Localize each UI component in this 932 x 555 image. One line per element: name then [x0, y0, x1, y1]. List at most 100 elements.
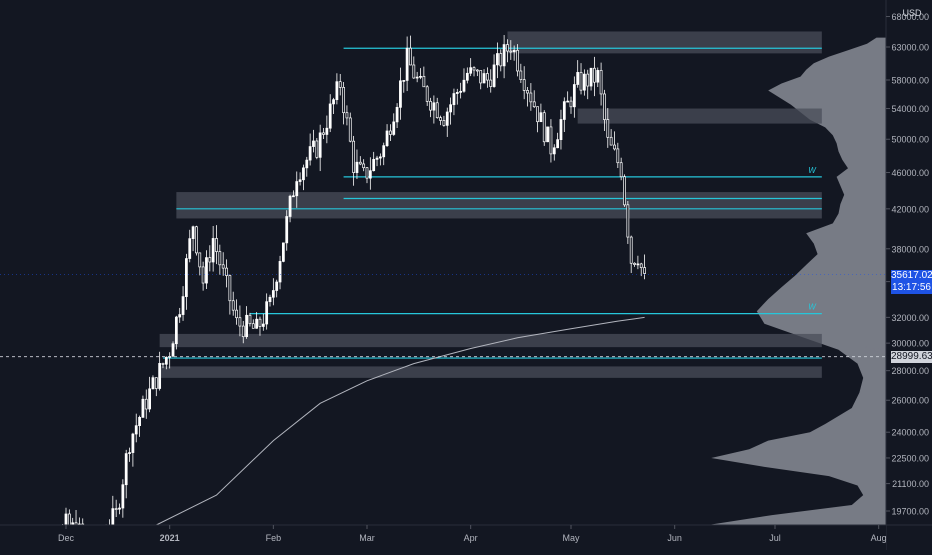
candle-body — [318, 132, 322, 158]
candle — [439, 115, 442, 126]
candle — [345, 105, 349, 126]
candle — [228, 274, 232, 315]
candle-body — [225, 267, 228, 276]
candle — [285, 210, 289, 251]
candle-body — [479, 70, 483, 84]
candle-body — [613, 144, 616, 150]
candle-body — [362, 163, 366, 169]
candle-body — [569, 100, 573, 108]
time-axis-bg — [0, 525, 886, 550]
candle-body — [399, 80, 402, 108]
candle-body — [218, 251, 222, 266]
candle — [486, 67, 489, 88]
candle-body — [499, 53, 503, 67]
candle-body — [419, 75, 422, 78]
candle — [576, 60, 580, 88]
candle-body — [596, 70, 600, 83]
candle-body — [412, 64, 416, 79]
candle — [278, 255, 282, 290]
candle-body — [619, 162, 623, 178]
candle — [161, 362, 165, 369]
candle-body — [131, 433, 135, 453]
candle — [215, 225, 218, 265]
candle-body — [425, 86, 429, 102]
candle — [539, 103, 543, 123]
open-price-badge[interactable]: 28999.63 — [891, 351, 932, 363]
candle-body — [285, 216, 289, 244]
candle — [389, 124, 392, 141]
candle — [265, 293, 269, 330]
candle — [342, 82, 345, 125]
candle — [409, 35, 412, 66]
candles — [27, 35, 646, 555]
candle — [509, 40, 513, 60]
candle — [502, 35, 506, 79]
candle-body — [629, 236, 633, 264]
candle-body — [462, 79, 466, 92]
candle — [251, 319, 255, 329]
candle — [141, 395, 145, 418]
candle — [472, 66, 476, 77]
candle — [124, 449, 128, 499]
candle — [335, 73, 339, 105]
candle — [445, 107, 449, 137]
candle — [372, 151, 376, 172]
candle — [362, 159, 366, 172]
price-tick-label: 58000.00 — [891, 76, 929, 86]
moving-average — [156, 316, 645, 526]
candle — [599, 62, 603, 106]
candle-body — [352, 140, 356, 173]
price-tick-label: 42000.00 — [891, 204, 929, 214]
candle-body — [148, 388, 151, 410]
candle — [358, 156, 362, 166]
time-tick-label: Jun — [667, 533, 682, 543]
candle-body — [529, 92, 533, 103]
candle-body — [445, 111, 449, 126]
candle-body — [576, 72, 580, 85]
candle — [489, 69, 493, 93]
candle — [536, 106, 539, 133]
candle-body — [375, 157, 379, 160]
candle-body — [409, 47, 412, 66]
time-axis[interactable]: Dec 2021 Feb Mar Apr May Jun Jul Aug — [0, 524, 932, 550]
candle-body — [623, 176, 626, 206]
candle-body — [335, 81, 339, 101]
price-tick-label: 24000.00 — [891, 428, 929, 438]
candle-body — [372, 159, 376, 172]
candle — [295, 171, 299, 208]
candle-body — [633, 262, 636, 265]
candle-body — [281, 242, 285, 262]
candle-body — [599, 70, 603, 95]
candle-body — [546, 126, 549, 143]
candle — [603, 89, 606, 132]
candle — [348, 112, 352, 143]
candle — [268, 294, 272, 307]
candle — [134, 413, 138, 443]
candle — [435, 97, 439, 119]
ma-line — [156, 316, 645, 526]
candle-body — [616, 148, 620, 164]
price-tick-label: 63000.00 — [891, 43, 929, 53]
candle — [318, 124, 322, 172]
candle-body — [455, 92, 459, 94]
volume-profile — [705, 37, 886, 526]
candle-body — [506, 44, 509, 52]
price-tick-label: 28000.00 — [891, 366, 929, 376]
price-tick-label: 68000.00 — [891, 12, 929, 22]
candle-body — [492, 64, 496, 87]
candle — [579, 63, 583, 95]
candle-body — [586, 73, 590, 87]
price-tick-label: 54000.00 — [891, 104, 929, 114]
candle-body — [496, 53, 499, 66]
candle — [519, 63, 523, 83]
candle-body — [308, 146, 312, 161]
candle-body — [154, 377, 158, 389]
candle — [392, 113, 396, 136]
candle-body — [606, 119, 610, 138]
candle — [365, 166, 369, 184]
candle-body — [465, 72, 469, 81]
candle-body — [298, 179, 302, 182]
last-price-badge[interactable]: 35617.02 13:17:56 — [891, 270, 932, 294]
